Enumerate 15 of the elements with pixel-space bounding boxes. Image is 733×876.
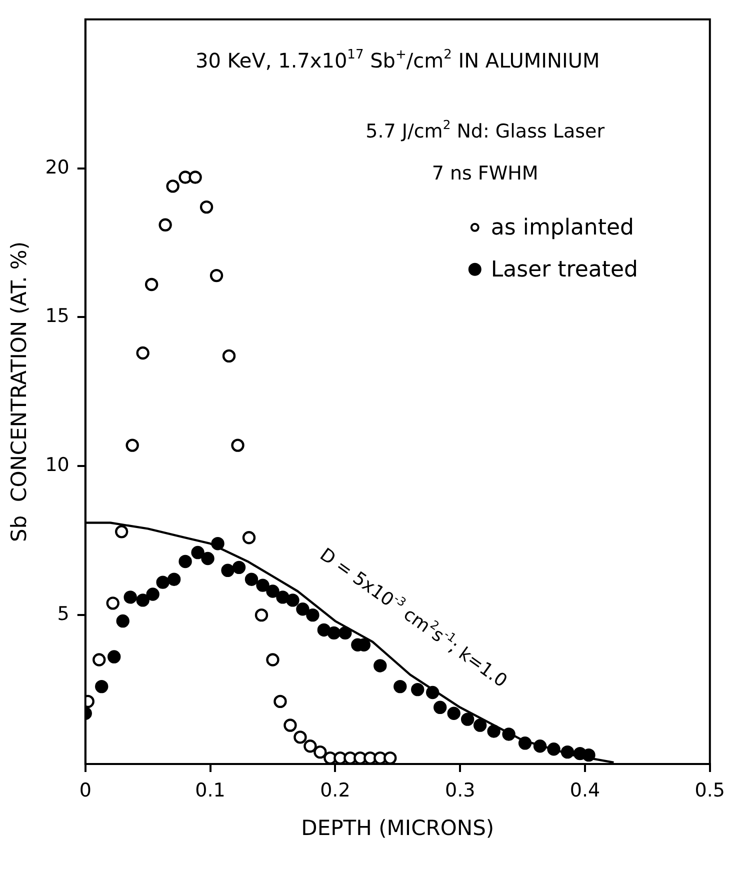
legend-label: Laser treated: [490, 257, 638, 282]
x-tick-label: 0.3: [444, 779, 476, 802]
annotation: 7 ns FWHM: [432, 162, 538, 184]
y-axis-title: Sb CONCENTRATION (AT. %): [7, 241, 32, 542]
y-tick-label: 10: [45, 454, 70, 476]
x-axis-title: DEPTH (MICRONS): [301, 816, 494, 840]
x-tick-label: 0.4: [570, 779, 600, 802]
legend-label: as implanted: [490, 215, 634, 240]
y-tick-label: 20: [45, 156, 70, 178]
y-tick-label: 5: [57, 603, 70, 626]
x-tick-label: 0.1: [195, 779, 226, 802]
x-tick-label: 0.5: [694, 779, 725, 802]
y-tick-label: 15: [45, 305, 70, 328]
x-tick-label: 0.2: [320, 779, 350, 802]
x-tick-label: 0: [79, 779, 92, 802]
